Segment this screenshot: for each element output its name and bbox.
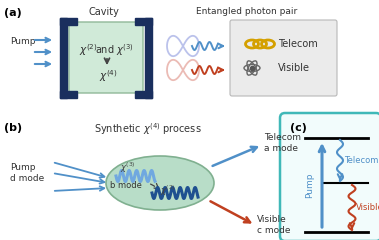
Bar xyxy=(60,18,77,25)
Text: b mode: b mode xyxy=(110,181,142,191)
Text: and $\chi^{(3)}$: and $\chi^{(3)}$ xyxy=(95,42,134,58)
Text: (b): (b) xyxy=(4,123,22,133)
Text: Visible: Visible xyxy=(356,203,379,212)
Bar xyxy=(135,91,152,98)
Text: $\chi^{(3)}$: $\chi^{(3)}$ xyxy=(120,161,136,175)
Bar xyxy=(135,18,152,25)
Text: Telecom: Telecom xyxy=(278,39,318,49)
Text: (a): (a) xyxy=(4,8,22,18)
Text: Entangled photon pair: Entangled photon pair xyxy=(196,7,297,16)
Text: $\chi^{(4)}$: $\chi^{(4)}$ xyxy=(99,68,118,84)
Ellipse shape xyxy=(106,156,214,210)
FancyBboxPatch shape xyxy=(280,113,379,240)
Bar xyxy=(60,18,67,98)
Bar xyxy=(60,91,77,98)
Text: Telecom: Telecom xyxy=(344,156,378,165)
Text: $\chi^{(2)}$: $\chi^{(2)}$ xyxy=(160,184,176,198)
Text: Visible: Visible xyxy=(278,63,310,73)
Text: Pump: Pump xyxy=(10,37,36,47)
Bar xyxy=(145,18,152,98)
Text: Pump
d mode: Pump d mode xyxy=(10,163,44,183)
Text: (c): (c) xyxy=(290,123,307,133)
Text: Synthetic $\chi^{(4)}$ process: Synthetic $\chi^{(4)}$ process xyxy=(94,121,202,137)
FancyBboxPatch shape xyxy=(69,22,143,93)
Text: Pump: Pump xyxy=(305,172,315,198)
Text: Cavity: Cavity xyxy=(89,7,119,17)
Text: Visible
c mode: Visible c mode xyxy=(257,215,290,235)
Text: Telecom
a mode: Telecom a mode xyxy=(264,133,301,153)
Text: $\chi^{(2)}$: $\chi^{(2)}$ xyxy=(79,42,98,58)
FancyBboxPatch shape xyxy=(230,20,337,96)
